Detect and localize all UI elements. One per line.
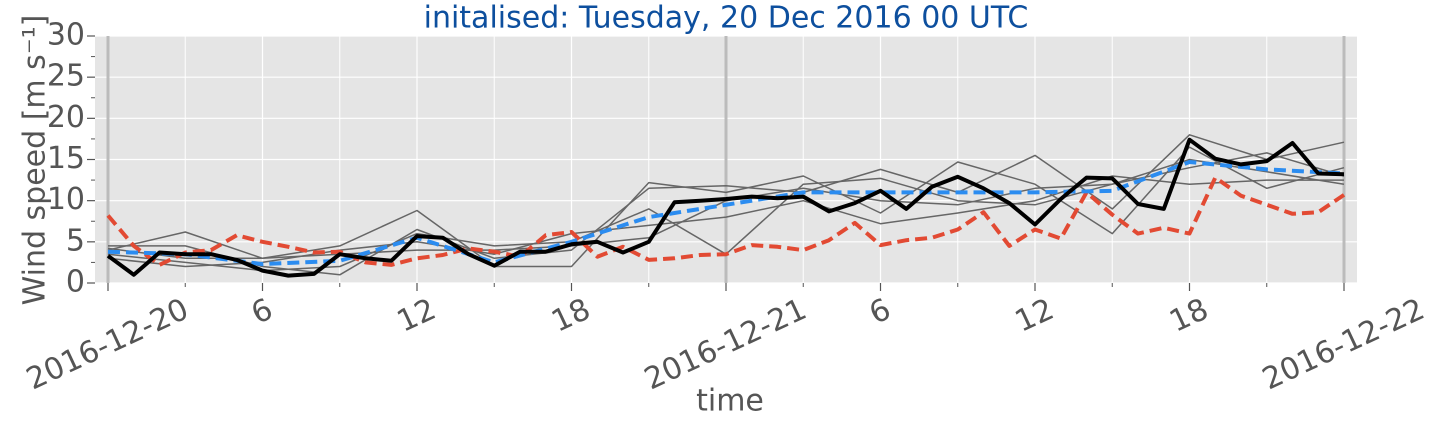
x-tick-label: 2016-12-20 <box>21 292 194 397</box>
grid <box>87 35 1357 291</box>
x-tick-label: 2016-12-22 <box>1257 292 1430 397</box>
lines <box>106 134 1346 278</box>
y-tick-label: 0 <box>66 265 85 300</box>
y-axis-label: Wind speed [m s⁻¹] <box>18 15 53 306</box>
x-axis-label: time <box>696 384 764 419</box>
chart-title: initalised: Tuesday, 20 Dec 2016 00 UTC <box>424 1 1029 36</box>
y-tick-label: 25 <box>47 59 85 94</box>
y-tick-label: 20 <box>47 100 85 135</box>
x-tick-label: 6 <box>246 292 278 332</box>
series-line <box>106 175 1346 267</box>
y-tick-label: 10 <box>47 182 85 217</box>
y-tick-label: 5 <box>66 223 85 258</box>
y-tick-label: 15 <box>47 141 85 176</box>
x-tick-label: 2016-12-21 <box>639 292 812 397</box>
y-tick-label: 30 <box>47 18 85 53</box>
series-line <box>107 160 1345 267</box>
x-tick-label: 18 <box>546 292 595 340</box>
x-tick-label: 6 <box>864 292 896 332</box>
x-tick-label: 12 <box>392 292 441 340</box>
series-line <box>106 137 1345 278</box>
x-tick-label: 12 <box>1010 292 1059 340</box>
x-tick-label: 18 <box>1164 292 1213 340</box>
